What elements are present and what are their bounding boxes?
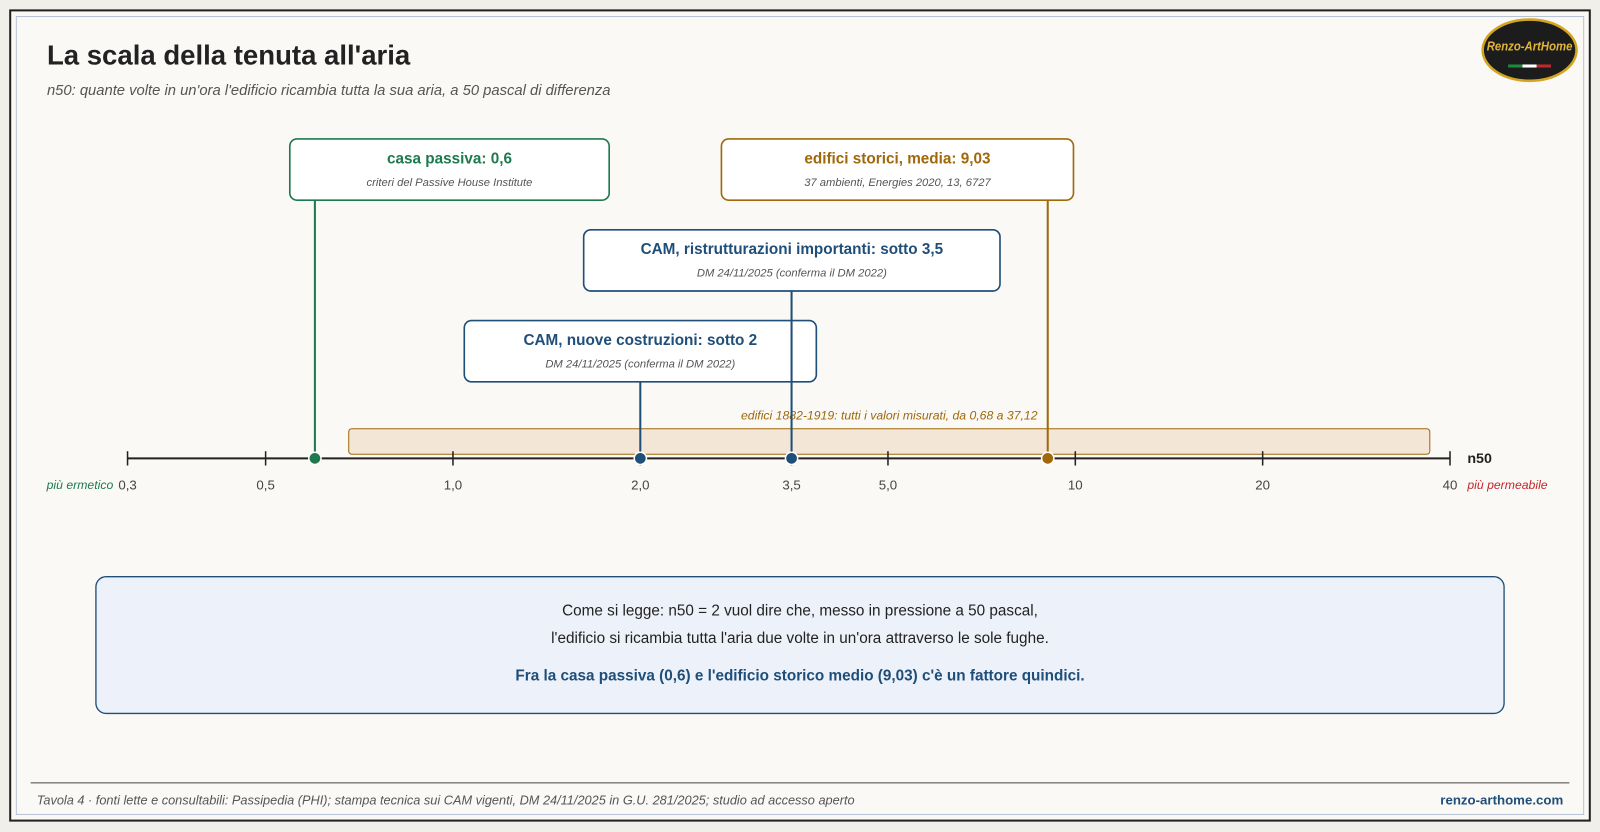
footer-site: renzo-arthome.com: [1440, 793, 1563, 808]
marker-label: casa passiva: 0,6: [387, 150, 512, 167]
marker-note: DM 24/11/2025 (conferma il DM 2022): [697, 268, 887, 280]
marker-label: CAM, nuove costruzioni: sotto 2: [523, 332, 757, 349]
tick-label: 0,5: [256, 477, 274, 492]
tick-label: 20: [1255, 477, 1270, 492]
marker-dot: [784, 451, 799, 466]
flag-white: [1522, 64, 1537, 68]
flag-green: [1508, 64, 1523, 68]
marker-dot: [633, 451, 648, 466]
info-line: Come si legge: n50 = 2 vuol dire che, me…: [562, 602, 1038, 619]
title: La scala della tenuta all'aria: [47, 40, 411, 71]
scale-plot: edifici 1882-1919: tutti i valori misura…: [46, 138, 1548, 492]
info-box: [95, 576, 1505, 715]
marker-note: 37 ambienti, Energies 2020, 13, 6727: [804, 177, 991, 189]
tick-label: 0,3: [118, 477, 136, 492]
marker-card: [720, 138, 1075, 201]
range-band: [348, 428, 1431, 455]
marker-dot: [1040, 451, 1055, 466]
right-end-label: più permeabile: [1466, 478, 1547, 492]
tick-label: 40: [1443, 477, 1458, 492]
left-end-label: più ermetico: [46, 478, 114, 492]
footer-source: Tavola 4 · fonti lette e consultabili: P…: [37, 793, 855, 808]
flag-red: [1536, 64, 1552, 68]
axis-label: n50: [1467, 451, 1492, 467]
marker-dot: [308, 451, 322, 466]
logo: Renzo-ArtHome: [1481, 18, 1578, 83]
tick-label: 2,0: [631, 477, 649, 492]
tick-label: 5,0: [879, 477, 897, 492]
logo-text: Renzo-ArtHome: [1487, 39, 1573, 54]
marker-card: [582, 228, 1001, 292]
tick-label: 10: [1068, 477, 1083, 492]
info-highlight: Fra la casa passiva (0,6) e l'edificio s…: [515, 668, 1084, 685]
tick-label: 1,0: [444, 477, 462, 492]
marker-card: [463, 319, 818, 383]
marker-card: [288, 138, 610, 201]
range-label: edifici 1882-1919: tutti i valori misura…: [741, 409, 1038, 423]
marker-label: CAM, ristrutturazioni importanti: sotto …: [641, 241, 944, 258]
marker-label: edifici storici, media: 9,03: [804, 150, 990, 167]
info-line: l'edificio si ricambia tutta l'aria due …: [551, 630, 1049, 647]
inner-frame: [15, 16, 1585, 815]
marker-note: criteri del Passive House Institute: [367, 177, 533, 189]
logo-badge: [1481, 18, 1578, 83]
tick-label: 3,5: [782, 477, 800, 492]
marker-note: DM 24/11/2025 (conferma il DM 2022): [545, 358, 735, 370]
subtitle: n50: quante volte in un'ora l'edificio r…: [47, 83, 611, 99]
